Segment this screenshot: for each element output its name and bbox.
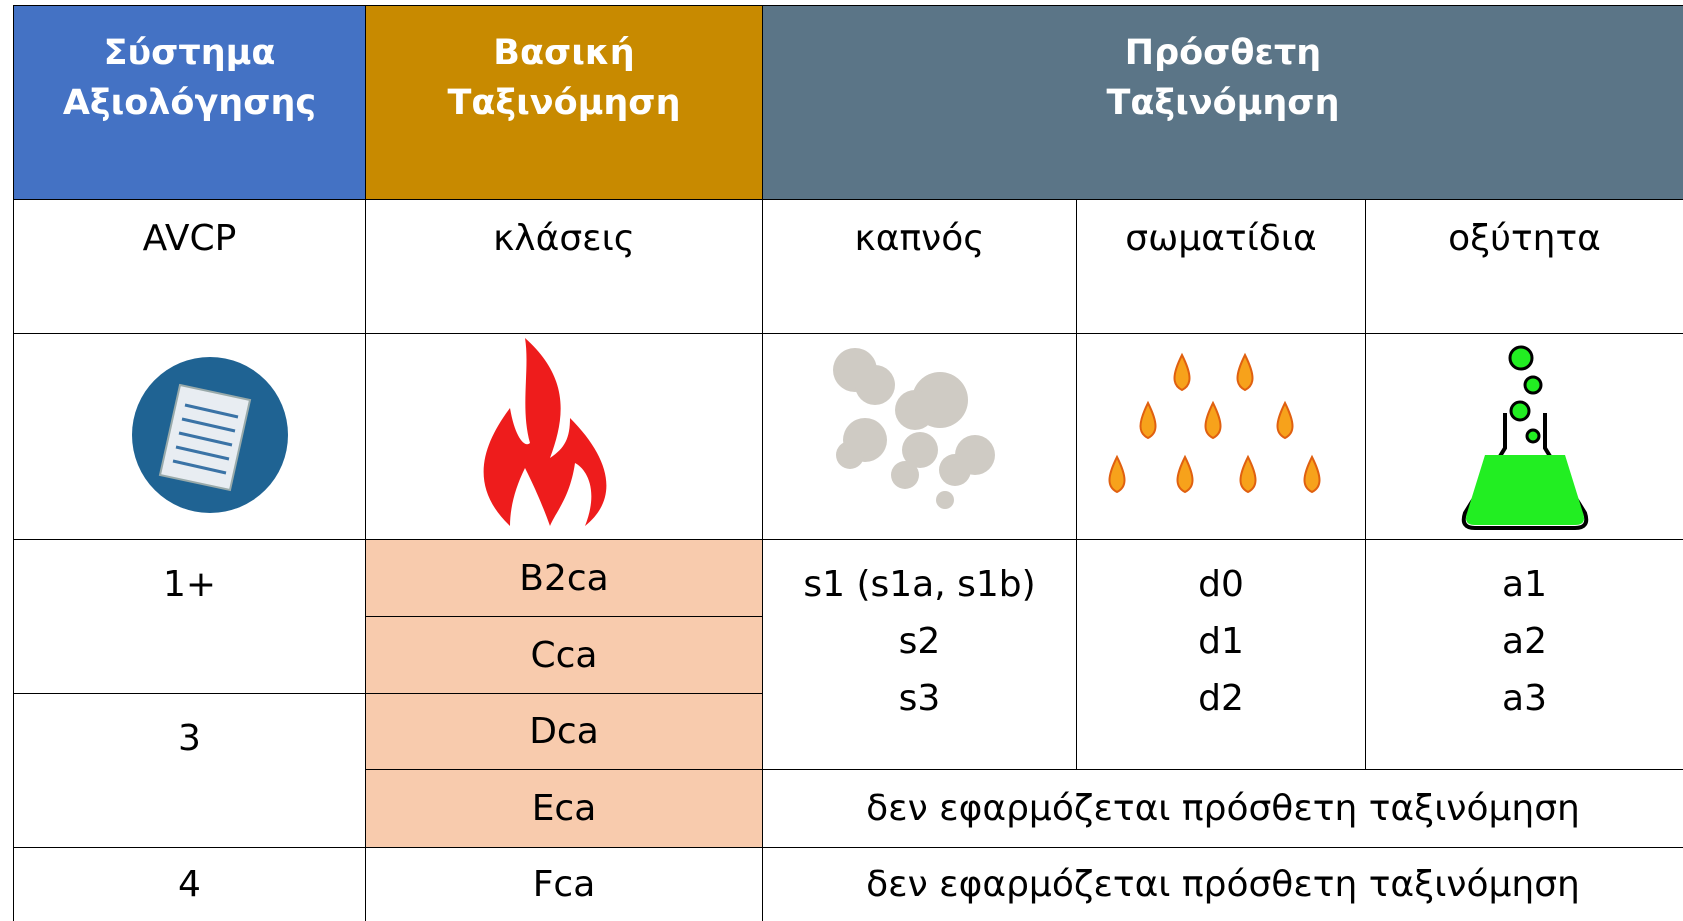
header-cell: Πρόσθετη Ταξινόμηση: [762, 5, 1683, 200]
cell-text: a2: [1502, 621, 1547, 662]
cell-text: καπνός: [854, 218, 985, 259]
subclass-cell: d0 d1 d2: [1076, 539, 1366, 770]
avcp-cell: 4: [13, 847, 366, 921]
cell-text: κλάσεις: [493, 218, 635, 259]
cell-text: d1: [1198, 621, 1244, 662]
avcp-cell: 1+: [13, 539, 366, 694]
cell-text: Dca: [529, 711, 599, 752]
cell-text: οξύτητα: [1448, 218, 1601, 259]
subclass-cell: a1 a2 a3: [1365, 539, 1683, 770]
cell-text: 1+: [162, 564, 217, 605]
avcp-cell: 3: [13, 693, 366, 848]
cell-text: δεν εφαρμόζεται πρόσθετη ταξινόμηση: [866, 864, 1580, 905]
document-icon: [132, 357, 288, 513]
subheader-cell: κλάσεις: [365, 199, 763, 334]
cell-text: σωματίδια: [1125, 218, 1317, 259]
subheader-cell: AVCP: [13, 199, 366, 334]
header-cell: Σύστημα Αξιολόγησης: [13, 5, 366, 200]
cell-text: δεν εφαρμόζεται πρόσθετη ταξινόμηση: [866, 788, 1580, 829]
cell-text: Βασική Ταξινόμηση: [447, 33, 681, 123]
note-cell: δεν εφαρμόζεται πρόσθετη ταξινόμηση: [762, 769, 1683, 848]
cell-text: Cca: [530, 634, 598, 676]
icon-cell: [1076, 333, 1366, 540]
cell-text: 4: [178, 864, 201, 905]
cell-text: AVCP: [142, 218, 237, 259]
cell-text: s2: [898, 621, 941, 662]
note-cell: δεν εφαρμόζεται πρόσθετη ταξινόμηση: [762, 847, 1683, 921]
subheader-cell: σωματίδια: [1076, 199, 1366, 334]
subheader-cell: καπνός: [762, 199, 1077, 334]
cell-text: Eca: [531, 788, 597, 829]
cell-text: a1: [1502, 564, 1547, 605]
icon-cell: [365, 333, 763, 540]
class-cell: Cca: [365, 616, 763, 694]
cell-text: d2: [1198, 678, 1244, 719]
cell-text: a3: [1502, 678, 1547, 719]
smoke-icon: [833, 348, 995, 509]
subclass-cell: s1 (s1a, s1b) s2 s3: [762, 539, 1077, 770]
cell-text: d0: [1198, 564, 1244, 605]
class-cell: Dca: [365, 693, 763, 770]
class-cell: Fca: [365, 847, 763, 921]
cell-text: s1 (s1a, s1b): [803, 564, 1036, 605]
cell-text: 3: [178, 718, 201, 759]
class-cell: Eca: [365, 769, 763, 848]
fire-icon: [483, 338, 607, 526]
flask-icon: [1461, 345, 1589, 530]
class-cell: B2ca: [365, 539, 763, 617]
cell-text: Σύστημα Αξιολόγησης: [62, 33, 317, 123]
cell-text: Fca: [532, 864, 596, 905]
cell-text: s3: [898, 678, 941, 719]
cell-text: B2ca: [519, 557, 609, 599]
subheader-cell: οξύτητα: [1365, 199, 1683, 334]
cell-text: Πρόσθετη Ταξινόμηση: [1106, 33, 1340, 123]
header-cell: Βασική Ταξινόμηση: [365, 5, 763, 200]
droplets-icon: [1108, 352, 1321, 494]
